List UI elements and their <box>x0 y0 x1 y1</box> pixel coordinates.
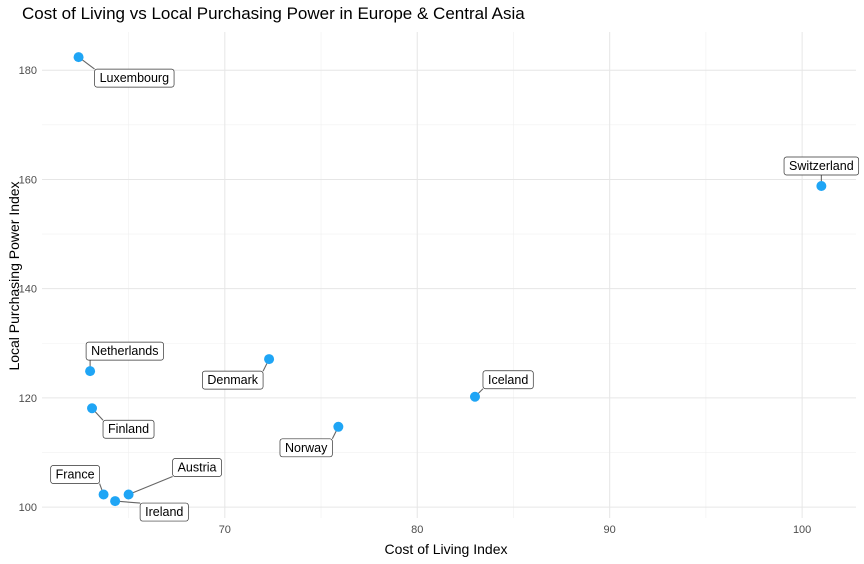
point-label-text: Austria <box>178 461 217 475</box>
y-tick-label: 180 <box>19 65 37 77</box>
label-france: France <box>50 465 100 484</box>
grid-minor <box>42 32 856 518</box>
label-iceland: Iceland <box>482 370 534 390</box>
point-label-text: Ireland <box>145 505 183 519</box>
point-denmark <box>264 354 275 365</box>
point-label-text: France <box>56 468 95 482</box>
point-label-box <box>482 370 534 390</box>
label-luxembourg: Luxembourg <box>94 68 175 88</box>
point-label-text: Switzerland <box>789 159 854 173</box>
point-label-text: Finland <box>108 422 149 436</box>
label-netherlands: Netherlands <box>85 341 164 361</box>
point-norway <box>333 421 344 432</box>
x-axis-title: Cost of Living Index <box>385 541 508 557</box>
label-switzerland: Switzerland <box>783 156 860 176</box>
point-label-box <box>139 502 189 522</box>
label-leader-lines <box>78 56 822 504</box>
point-label-box <box>172 458 222 477</box>
x-tick-label: 90 <box>604 524 616 536</box>
data-points <box>73 52 827 507</box>
x-tick-label: 80 <box>411 524 423 536</box>
point-label-box <box>279 438 333 458</box>
point-label-text: Norway <box>285 441 328 455</box>
y-tick-label: 120 <box>19 393 37 405</box>
point-label-box <box>94 68 175 88</box>
point-iceland <box>469 391 480 402</box>
point-label-box <box>202 370 264 390</box>
point-switzerland <box>816 180 827 191</box>
point-label-text: Netherlands <box>91 344 158 358</box>
x-axis-ticks: 70 80 90 100 <box>219 524 812 536</box>
point-ireland <box>110 496 121 507</box>
y-tick-label: 140 <box>19 284 37 296</box>
point-label-box <box>783 156 860 176</box>
grid-major <box>42 32 856 518</box>
point-label-box <box>85 341 164 361</box>
point-label-text: Luxembourg <box>100 71 170 85</box>
chart-title: Cost of Living vs Local Purchasing Power… <box>22 4 525 23</box>
y-axis-title: Local Purchasing Power Index <box>6 181 22 370</box>
point-france <box>98 489 109 500</box>
label-austria: Austria <box>172 458 222 477</box>
point-label-text: Iceland <box>488 373 528 387</box>
label-denmark: Denmark <box>202 370 264 390</box>
label-ireland: Ireland <box>139 502 189 522</box>
y-tick-label: 160 <box>19 174 37 186</box>
y-tick-label: 100 <box>19 502 37 514</box>
x-tick-label: 100 <box>793 524 811 536</box>
y-axis-ticks: 100 120 140 160 180 <box>19 65 37 514</box>
point-finland <box>87 403 98 414</box>
point-label-text: Denmark <box>207 373 258 387</box>
point-austria <box>123 489 134 500</box>
label-norway: Norway <box>279 438 333 458</box>
leader-line-austria <box>128 476 173 496</box>
point-labels: Luxembourg Switzerland Netherlands Denmark I… <box>50 68 860 522</box>
point-label-box <box>102 419 155 439</box>
point-netherlands <box>85 366 96 377</box>
x-tick-label: 70 <box>219 524 231 536</box>
point-label-box <box>50 465 100 484</box>
label-finland: Finland <box>102 419 155 439</box>
point-luxembourg <box>73 52 84 63</box>
